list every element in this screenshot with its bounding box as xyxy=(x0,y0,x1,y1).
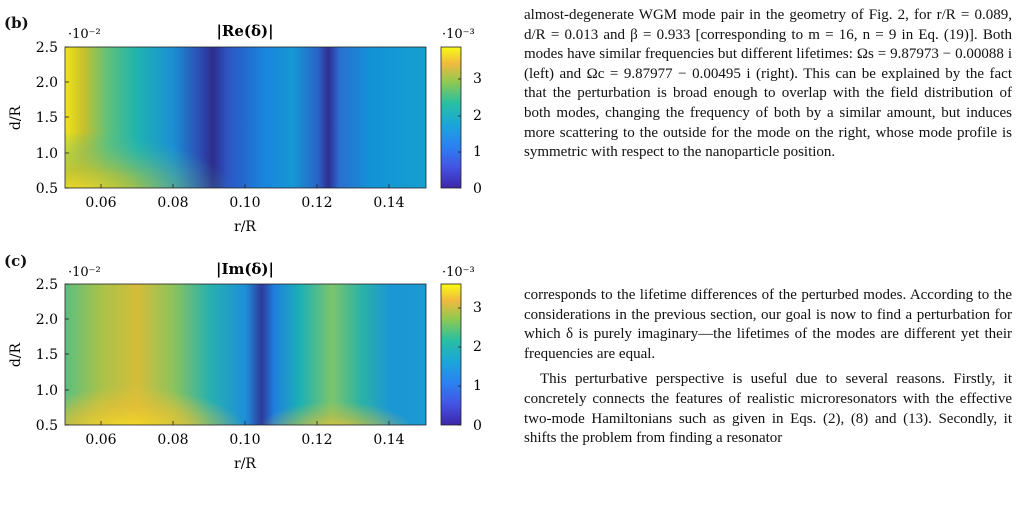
colorbar-tick: 2 xyxy=(473,339,482,355)
colorbar xyxy=(440,46,462,189)
colorbar-tick: 2 xyxy=(473,108,482,124)
y-axis-label: d/R xyxy=(8,105,24,130)
colorbar xyxy=(440,283,462,426)
panel-label-b: (b) xyxy=(4,14,29,32)
y-tick-label: 1.0 xyxy=(36,383,58,399)
y-tick-label: 0.5 xyxy=(36,181,58,197)
y-tick-label: 1.5 xyxy=(36,110,58,126)
heatmap-hotspot xyxy=(65,47,426,188)
figure-panel-b: (b) xyxy=(0,0,500,250)
heatmap-im-delta: 2.5 2.0 1.5 1.0 0.5 0.06 0.08 0.10 0.12 … xyxy=(8,260,482,472)
plot-frame xyxy=(64,46,427,189)
x-scale-exponent: ·10⁻² xyxy=(68,27,101,42)
y-tick-label: 2.0 xyxy=(36,75,58,91)
x-tick-label: 0.12 xyxy=(301,195,332,211)
colorbar-tick: 3 xyxy=(473,300,482,316)
x-axis-label: r/R xyxy=(234,456,256,472)
x-tick-label: 0.06 xyxy=(85,432,116,448)
x-axis-label: r/R xyxy=(234,219,256,235)
colorbar-exponent: ·10⁻³ xyxy=(442,27,475,42)
body-text: corresponds to the lifetime differences … xyxy=(524,286,1012,449)
x-tick-label: 0.08 xyxy=(157,432,188,448)
y-axis-label: d/R xyxy=(8,342,24,367)
figure-panel-c: (c) xyxy=(0,250,500,500)
panel-label-c: (c) xyxy=(4,252,28,270)
figure-caption: almost-degenerate WGM mode pair in the g… xyxy=(524,6,1012,163)
y-tick-label: 1.5 xyxy=(36,347,58,363)
colorbar-tick: 1 xyxy=(473,144,482,160)
paragraph: This perturbative perspective is useful … xyxy=(524,371,1012,447)
x-tick-label: 0.12 xyxy=(301,432,332,448)
colorbar-tick: 0 xyxy=(473,418,482,434)
x-tick-label: 0.10 xyxy=(229,432,260,448)
heatmap-re-delta: 2.5 2.0 1.5 1.0 0.5 0.06 0.08 0.10 0.12 … xyxy=(8,22,482,235)
y-tick-label: 2.5 xyxy=(36,277,58,293)
chart-title: |Im(δ)| xyxy=(216,260,274,278)
colorbar-tick: 3 xyxy=(473,71,482,87)
x-tick-label: 0.10 xyxy=(229,195,260,211)
paragraph: corresponds to the lifetime differences … xyxy=(524,287,1012,362)
chart-title: |Re(δ)| xyxy=(216,22,273,40)
caption-text: almost-degenerate WGM mode pair in the g… xyxy=(524,7,1012,161)
plot-frame xyxy=(64,283,427,426)
x-scale-exponent: ·10⁻² xyxy=(68,265,101,280)
colorbar-exponent: ·10⁻³ xyxy=(442,265,475,280)
y-tick-label: 1.0 xyxy=(36,146,58,162)
colorbar-tick: 1 xyxy=(473,378,482,394)
heatmap-hotspot xyxy=(65,284,426,425)
x-tick-label: 0.08 xyxy=(157,195,188,211)
x-tick-label: 0.14 xyxy=(373,195,404,211)
y-tick-label: 2.5 xyxy=(36,40,58,56)
y-tick-label: 0.5 xyxy=(36,418,58,434)
y-tick-label: 2.0 xyxy=(36,312,58,328)
x-tick-label: 0.14 xyxy=(373,432,404,448)
colorbar-tick: 0 xyxy=(473,181,482,197)
x-tick-label: 0.06 xyxy=(85,195,116,211)
